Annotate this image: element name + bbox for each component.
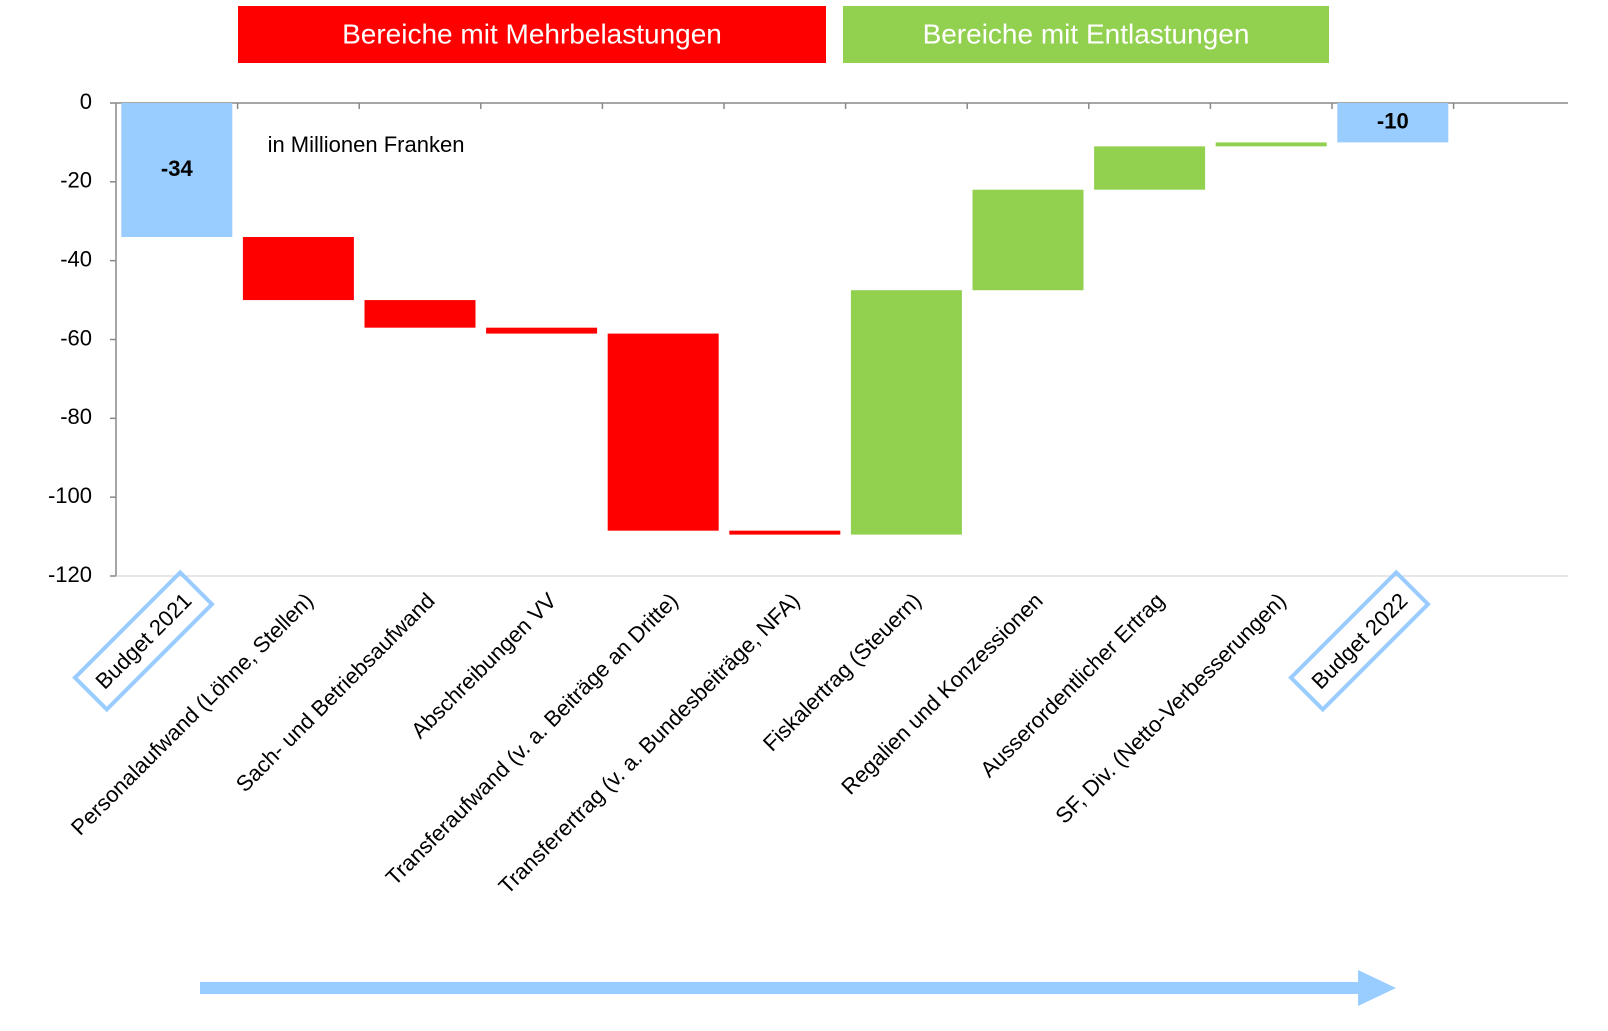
x-tick-label: Budget 2021 [91, 588, 197, 694]
bar [729, 530, 841, 535]
bar [607, 333, 719, 531]
bar [972, 189, 1084, 291]
x-tick-label: Regalien und Konzessionen [836, 588, 1047, 799]
legend-box [843, 6, 1329, 63]
bar [850, 290, 962, 535]
x-tick-label: Sach- und Betriebsaufwand [231, 588, 440, 797]
x-tick-label-group: Sach- und Betriebsaufwand [231, 588, 440, 797]
bar [1337, 103, 1449, 143]
value-label: -10 [1377, 109, 1409, 134]
y-tick-label: -120 [48, 562, 92, 587]
y-tick-label: -100 [48, 483, 92, 508]
total-label-box [1288, 569, 1431, 713]
bar [364, 300, 476, 328]
y-tick-label: -40 [60, 246, 92, 271]
legend-label: Bereiche mit Entlastungen [923, 18, 1250, 49]
y-tick-label: -60 [60, 325, 92, 350]
x-tick-label-group: Budget 2022 [1288, 569, 1431, 713]
annotation: in Millionen Franken [268, 132, 465, 157]
bar [1215, 142, 1327, 147]
arrow-head [1358, 970, 1396, 1006]
legend-label: Bereiche mit Mehrbelastungen [342, 18, 722, 49]
bar [486, 327, 598, 334]
x-tick-label-group: SF, Div. (Netto-Verbesserungen) [1050, 588, 1290, 828]
x-tick-label-group: Budget 2021 [72, 569, 215, 713]
x-tick-label: SF, Div. (Netto-Verbesserungen) [1050, 588, 1290, 828]
y-tick-label: -80 [60, 404, 92, 429]
bar [121, 103, 233, 238]
value-label: -34 [161, 156, 194, 181]
y-tick-label: 0 [80, 89, 92, 114]
x-tick-label-group: Regalien und Konzessionen [836, 588, 1047, 799]
bar [1094, 146, 1206, 190]
bar [242, 237, 354, 301]
total-label-box [72, 569, 215, 713]
legend-box [238, 6, 826, 63]
y-tick-label: -20 [60, 168, 92, 193]
x-tick-label: Budget 2022 [1307, 588, 1413, 694]
